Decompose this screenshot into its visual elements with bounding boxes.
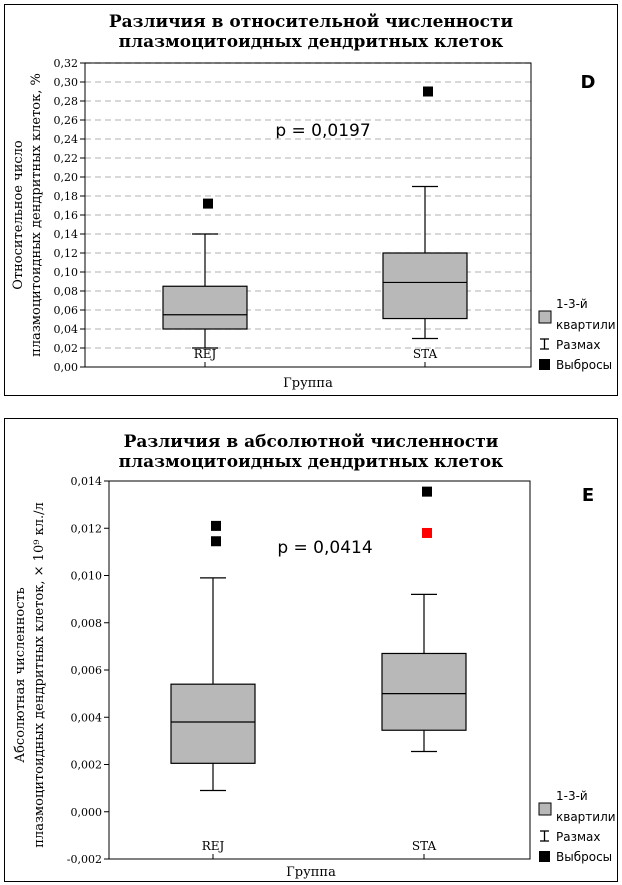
y-tick-label: 0,012: [71, 522, 103, 535]
y-tick-label: 0,004: [71, 711, 103, 724]
y-tick-label: 0,24: [54, 133, 79, 146]
y-axis-label-line2: плазмоцитоидных дендритных клеток, × 10⁹…: [32, 502, 47, 847]
y-tick-label: 0,000: [71, 806, 103, 819]
panel-letter: E: [582, 485, 594, 506]
y-tick-label: 0,02: [54, 342, 79, 355]
outlier-point: [211, 520, 221, 531]
chart-svg-e: Различия в абсолютной численности плазмо…: [13, 432, 616, 880]
box-rej: [170, 683, 256, 764]
y-axis-label-line1: Относительное число: [11, 140, 26, 290]
y-tick-label: 0,08: [54, 285, 79, 298]
y-tick-label: 0,14: [54, 228, 79, 241]
legend: 1-3-й квартили Размах Выбросы: [538, 789, 616, 864]
panel-letter: D: [581, 72, 596, 93]
outlier-point: [422, 486, 432, 497]
legend-quartiles-line1: 1-3-й: [556, 297, 588, 311]
plot-area: 0,00 0,02 0,04 0,06 0,08 0,10 0,12 0,14 0,16 0,18…: [54, 57, 532, 374]
x-tick-label: REJ: [194, 347, 217, 361]
y-tick-label: 0,04: [54, 323, 79, 336]
chart-title-line2: плазмоцитоидных дендритных клеток: [119, 452, 504, 472]
legend-quartiles-line1: 1-3-й: [556, 789, 588, 803]
y-tick-label: 0,006: [71, 664, 103, 677]
y-axis-label-line2: плазмоцитоидных дендритных клеток, %: [29, 73, 44, 357]
x-axis-label: Группа: [283, 376, 333, 391]
outlier-point: [422, 527, 432, 538]
y-tick-label: 0,20: [54, 171, 79, 184]
plot-area: -0,002 0,000 0,002 0,004 0,006 0,008 0,010 0,01…: [67, 475, 531, 866]
y-tick-label: 0,12: [54, 247, 79, 260]
legend-quartiles-swatch: [538, 802, 552, 816]
outlier-point: [423, 86, 433, 97]
y-tick-label: 0,10: [54, 266, 79, 279]
outlier-point: [211, 536, 221, 547]
chart-title-line2: плазмоцитоидных дендритных клеток: [119, 32, 504, 52]
y-tick-label: 0,30: [54, 76, 79, 89]
legend-range-icon: [540, 830, 549, 842]
y-tick-label: 0,00: [54, 361, 79, 374]
x-tick-label: STA: [412, 839, 437, 853]
y-axis-label-line1: Абсолютная численность: [13, 587, 28, 763]
x-tick-label: STA: [413, 347, 438, 361]
box-rej: [162, 285, 248, 330]
box-sta: [382, 252, 468, 320]
y-tick-label: 0,06: [54, 304, 79, 317]
legend: 1-3-й квартили Размах Выбросы: [538, 297, 616, 372]
legend-quartiles-line2: квартили: [556, 810, 616, 824]
y-tick-label: 0,008: [71, 617, 103, 630]
legend-range-icon: [540, 338, 549, 350]
legend-outliers-label: Выбросы: [556, 850, 612, 864]
x-axis-label: Группа: [286, 865, 336, 880]
chart-panel-e: Различия в абсолютной численности плазмо…: [4, 418, 618, 882]
legend-outliers-label: Выбросы: [556, 358, 612, 372]
p-value-annotation: p = 0,0414: [277, 538, 372, 558]
chart-title-line1: Различия в относительной численности: [109, 12, 514, 32]
legend-outliers-swatch: [539, 359, 550, 370]
y-tick-label: 0,26: [54, 114, 79, 127]
chart-title-line1: Различия в абсолютной численности: [124, 432, 499, 452]
y-tick-label: 0,22: [54, 152, 79, 165]
y-tick-label: 0,010: [71, 570, 103, 583]
chart-panel-d: Различия в относительной численности пла…: [4, 4, 618, 396]
outlier-point: [203, 198, 213, 209]
y-tick-label: 0,002: [71, 759, 103, 772]
x-tick-label: REJ: [202, 839, 225, 853]
y-tick-label: 0,16: [54, 209, 79, 222]
legend-range-label: Размах: [556, 338, 600, 352]
y-tick-label: 0,014: [71, 475, 103, 488]
y-tick-label: 0,28: [54, 95, 79, 108]
y-tick-label: 0,18: [54, 190, 79, 203]
box-sta: [381, 652, 467, 731]
legend-quartiles-line2: квартили: [556, 318, 616, 332]
chart-svg-d: Различия в относительной численности пла…: [11, 12, 616, 391]
legend-range-label: Размах: [556, 830, 600, 844]
legend-quartiles-swatch: [538, 310, 552, 324]
p-value-annotation: p = 0,0197: [275, 121, 370, 141]
y-tick-label: 0,32: [54, 57, 79, 70]
y-tick-label: -0,002: [67, 853, 102, 866]
legend-outliers-swatch: [539, 851, 550, 862]
